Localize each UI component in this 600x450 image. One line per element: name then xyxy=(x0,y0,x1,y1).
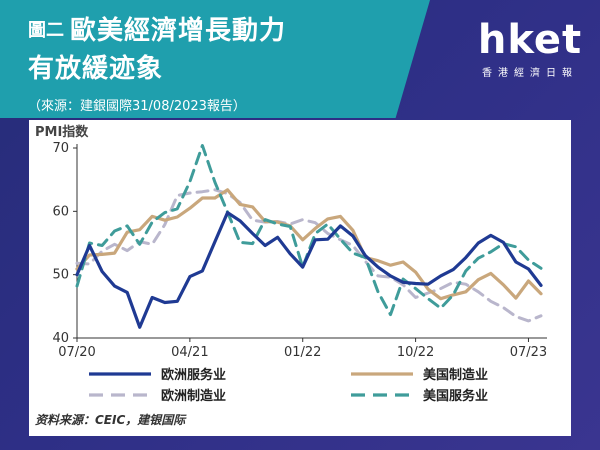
logo-subtitle: 香港經濟日報 xyxy=(482,68,578,79)
y-tick-label: 60 xyxy=(52,204,69,219)
logo-wordmark: hket xyxy=(477,17,583,63)
hket-logo: hket 香港經濟日報 xyxy=(476,18,584,79)
header-title: 圖二 歐美經濟增長動力 xyxy=(28,10,286,47)
x-tick-label: 04/21 xyxy=(171,345,208,360)
y-axis-label: PMI指数 xyxy=(35,124,89,140)
y-tick-label: 40 xyxy=(52,331,69,346)
series-line-eu-services xyxy=(75,211,543,329)
x-tick-label: 07/20 xyxy=(58,345,95,360)
figure-label: 圖二 xyxy=(28,20,64,41)
title-line-2: 有放緩迹象 xyxy=(28,54,164,84)
y-tick-label: 70 xyxy=(52,141,69,156)
x-tick-label: 07/23 xyxy=(510,345,547,360)
title-line-1: 歐美經濟增長動力 xyxy=(70,16,287,46)
series-line-us-manufacturing xyxy=(75,188,543,301)
series-line-us-services xyxy=(75,144,543,317)
chart-axes: 40 50 60 70 07/20 04/21 01/22 10/22 07/23 xyxy=(52,141,547,360)
x-tick-label: 01/22 xyxy=(284,345,321,360)
y-tick-label: 50 xyxy=(52,268,69,283)
legend-label-us-manufacturing: 美国制造业 xyxy=(423,367,488,383)
source-note: （來源：建銀國際31/08/2023報告） xyxy=(28,99,246,114)
legend-label-eu-services: 欧洲服务业 xyxy=(161,367,226,383)
chart-lines xyxy=(75,144,543,329)
chart-source-note: 资料来源：CEIC，建银国际 xyxy=(35,413,187,427)
chart-panel: PMI指数 40 50 60 70 07/20 04/21 01/22 10/22 07/23 … xyxy=(29,120,571,436)
series-line-eu-manufacturing xyxy=(75,188,543,323)
header-banner xyxy=(0,0,430,118)
legend-label-eu-manufacturing: 欧洲制造业 xyxy=(161,388,226,404)
legend-label-us-services: 美国服务业 xyxy=(423,388,488,404)
x-tick-label: 10/22 xyxy=(397,345,434,360)
